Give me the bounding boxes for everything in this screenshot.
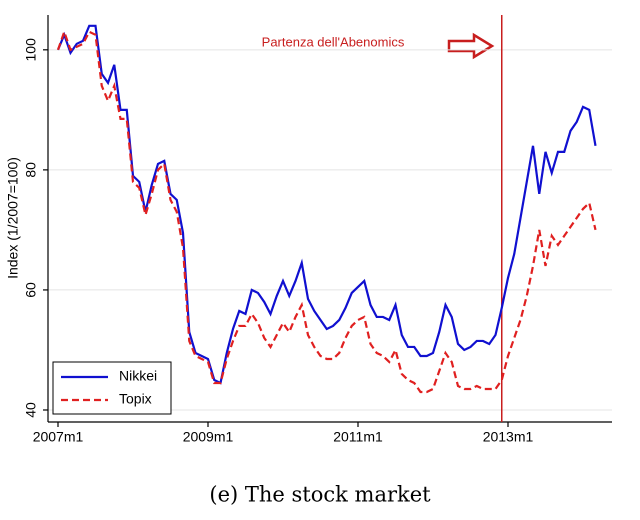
x-tick-label: 2009m1 [183,429,234,445]
x-tick-label: 2013m1 [483,429,534,445]
y-tick-label: 100 [23,38,39,62]
y-tick-label: 40 [23,402,39,418]
series-line [56,24,597,385]
x-tick-label: 2007m1 [33,429,84,445]
legend-box [52,361,172,415]
annotation-text: Partenza dell'Abenomics [262,34,405,49]
legend-label: Topix [119,391,152,407]
y-tick-label: 80 [23,162,39,178]
caption: (e) The stock market [209,483,431,507]
x-tick-label: 2011m1 [333,429,383,445]
series-line [56,28,597,394]
y-tick-label: 60 [23,282,39,298]
legend-label: Nikkei [119,368,157,384]
annotation-arrow [447,32,495,60]
y-axis-label: Index (1/2007=100) [5,157,21,279]
